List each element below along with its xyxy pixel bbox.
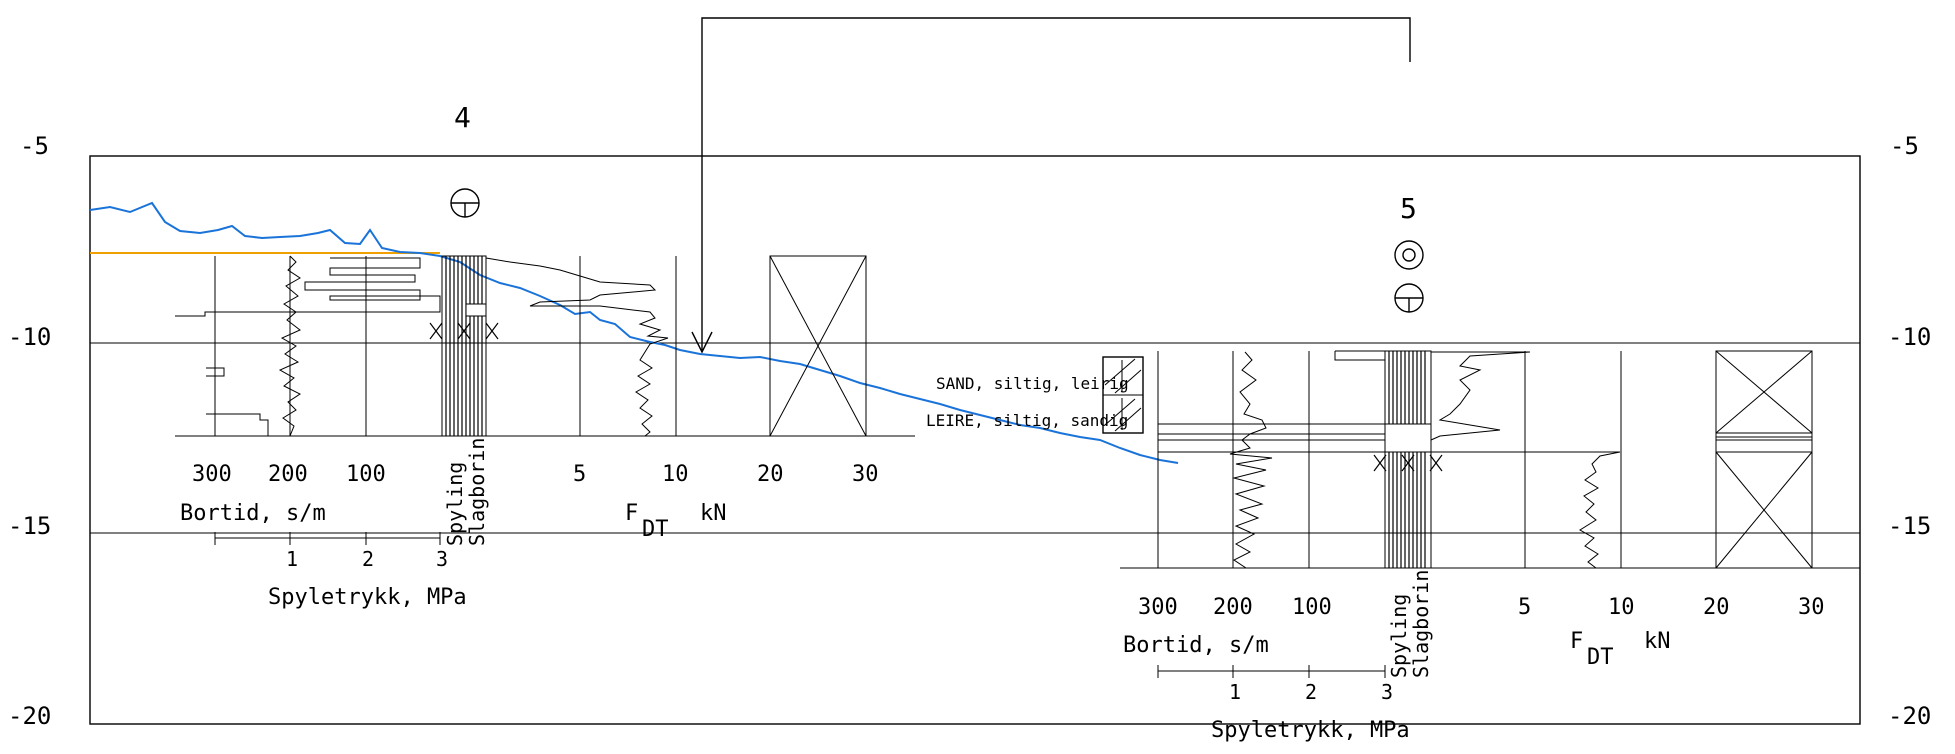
borehole-5-symbol-double-circle-icon [1394, 240, 1424, 270]
legend-leire-label: LEIRE, siltig, sandig [926, 411, 1128, 430]
elev-left-minus5: -5 [20, 132, 49, 160]
borehole-4-drill-column [441, 255, 487, 437]
borehole-4-spyletrykk-tick-2: 2 [362, 547, 374, 571]
borehole-5-column-top-step [1334, 350, 1386, 361]
borehole-4-bortid-tick-300: 300 [192, 462, 232, 487]
borehole-5-column-hatch [1388, 351, 1426, 568]
borehole-5-force-tick-30: 30 [1798, 595, 1825, 620]
borehole-4-force-label-f: F [625, 501, 638, 526]
borehole-4-bortid-label: Bortid, s/m [180, 501, 326, 526]
borehole-4-x-markers [429, 322, 499, 340]
borehole-5-force-tick-5: 5 [1518, 595, 1531, 620]
borehole-5-force-tick-20: 20 [1703, 595, 1730, 620]
borehole-4-force-tick-20: 20 [757, 462, 784, 487]
borehole-5-spyletrykk-tick-3: 3 [1381, 680, 1393, 704]
terrain-line [89, 201, 1179, 464]
borehole-4: 4 300 200 100 Bortid, s/m 1 2 3 Spyletry… [175, 101, 915, 610]
borehole-4-force-unit: kN [700, 501, 727, 526]
borehole-4-force-curve [485, 257, 669, 437]
elev-right-minus15: -15 [1888, 512, 1931, 540]
borehole-5-spyletrykk-tick-1: 1 [1229, 680, 1241, 704]
borehole-4-force-tick-10: 10 [662, 462, 689, 487]
borehole-5-force-tick-10: 10 [1608, 595, 1635, 620]
borehole-5-force-unit: kN [1644, 629, 1671, 654]
elev-right-minus10: -10 [1888, 323, 1931, 351]
borehole-5-id: 5 [1400, 192, 1417, 225]
borehole-4-symbol-icon [450, 188, 480, 218]
profile-connector-line [701, 17, 1411, 350]
borehole-5-spyletrykk-label: Spyletrykk, MPa [1211, 718, 1410, 743]
borehole-5-sample-box-lower [1715, 451, 1813, 569]
borehole-4-spyletrykk-label: Spyletrykk, MPa [268, 585, 467, 610]
borehole-5-symbol-circle-t-icon [1394, 283, 1424, 313]
borehole-4-force-label-sub: DT [642, 517, 669, 542]
connector-arrowhead [691, 331, 713, 354]
borehole-4-bortid-curve [278, 255, 301, 437]
borehole-4-bortid-steps [175, 257, 441, 317]
elev-left-minus20: -20 [8, 702, 51, 730]
elev-left-minus10: -10 [8, 323, 51, 351]
borehole-5-force-label-f: F [1570, 629, 1583, 654]
elev-right-minus20: -20 [1888, 702, 1931, 730]
borehole-5: 5 300 200 100 Bortid, s/m 1 2 3 Spyletry… [1120, 192, 1860, 743]
elev-right-minus5: -5 [1890, 132, 1919, 160]
borehole-4-column-gap [465, 303, 487, 317]
elev-left-minus15: -15 [8, 512, 51, 540]
borehole-4-bortid-tick-100: 100 [346, 462, 386, 487]
legend-hatch-icon [1104, 358, 1142, 432]
borehole-5-sample-box-upper [1715, 350, 1813, 441]
borehole-4-slagboring-label: Slagborin [465, 438, 489, 546]
borehole-4-force-tick-30: 30 [852, 462, 879, 487]
borehole-5-spyling-label: Spyling [1387, 594, 1411, 678]
soil-legend: SAND, siltig, leirig LEIRE, siltig, sand… [926, 356, 1144, 434]
borehole-5-slagboring-label: Slagborin [1409, 570, 1433, 678]
borehole-5-bortid-tick-300: 300 [1138, 595, 1178, 620]
borehole-4-id: 4 [454, 101, 471, 134]
borehole-4-bortid-steps-low [206, 367, 225, 377]
borehole-5-column-gap [1384, 423, 1432, 453]
borehole-5-force-curve [1430, 351, 1621, 569]
borehole-5-bortid-label: Bortid, s/m [1123, 633, 1269, 658]
borehole-4-bortid-steps-bottom [206, 413, 269, 436]
borehole-5-bortid-curve [1229, 351, 1273, 569]
borehole-4-column-hatch [445, 256, 483, 436]
borehole-4-force-tick-5: 5 [573, 462, 586, 487]
borehole-5-force-label-sub: DT [1587, 645, 1614, 670]
borehole-5-x-markers [1373, 454, 1443, 472]
borehole-4-sample-box [769, 255, 867, 437]
borehole-5-bortid-steps [1157, 423, 1386, 453]
borehole-4-spyletrykk-tick-1: 1 [286, 547, 298, 571]
profile-frame [89, 155, 1861, 725]
borehole-4-bortid-tick-200: 200 [268, 462, 308, 487]
legend-sand-label: SAND, siltig, leirig [936, 374, 1129, 393]
borehole-5-drill-column [1384, 350, 1432, 569]
borehole-4-spyling-label: Spyling [443, 462, 467, 546]
borehole-5-bortid-tick-200: 200 [1213, 595, 1253, 620]
borehole-5-spyletrykk-tick-2: 2 [1305, 680, 1317, 704]
borehole-4-spyletrykk-tick-3: 3 [436, 547, 448, 571]
borehole-5-bortid-tick-100: 100 [1292, 595, 1332, 620]
